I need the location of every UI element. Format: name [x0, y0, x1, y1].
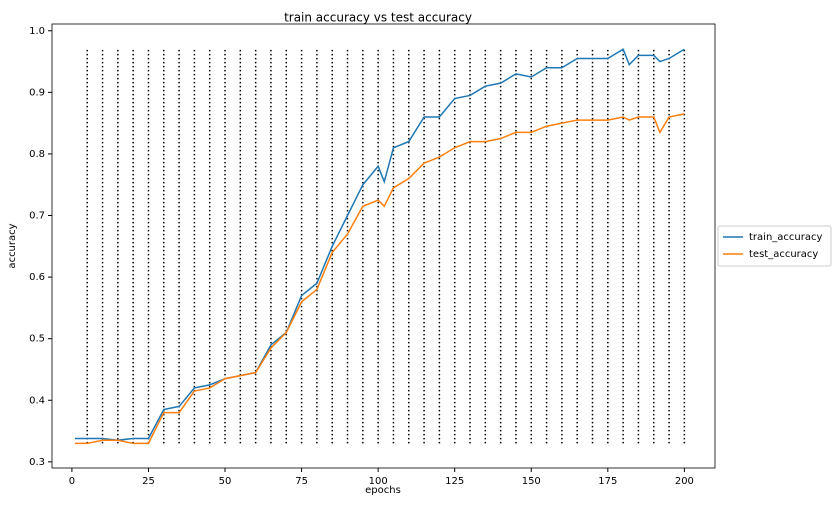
x-tick-label: 125	[445, 476, 464, 487]
y-tick-label: 1.0	[29, 26, 45, 37]
x-tick-label: 100	[369, 476, 388, 487]
x-tick-label: 150	[522, 476, 541, 487]
y-tick-label: 0.7	[29, 211, 45, 222]
legend-label: train_accuracy	[749, 232, 822, 243]
x-tick-label: 200	[675, 476, 694, 487]
y-tick-label: 0.9	[29, 87, 45, 98]
y-tick-label: 0.3	[29, 457, 45, 468]
y-axis-label: accuracy	[7, 223, 18, 268]
legend-box	[717, 225, 832, 267]
y-tick-label: 0.4	[29, 395, 45, 406]
x-tick-label: 25	[142, 476, 155, 487]
legend-label: test_accuracy	[749, 249, 818, 260]
x-tick-label: 50	[219, 476, 232, 487]
plot-frame	[51, 23, 716, 469]
x-axis-label: epochs	[365, 485, 401, 496]
chart-title: train accuracy vs test accuracy	[284, 11, 472, 25]
y-tick-label: 0.5	[29, 334, 45, 345]
x-tick-label: 0	[69, 476, 75, 487]
line-series	[74, 48, 685, 442]
line-series	[74, 113, 685, 445]
y-tick-label: 0.8	[29, 149, 45, 160]
x-tick-label: 175	[598, 476, 617, 487]
x-tick-label: 75	[295, 476, 308, 487]
y-tick-label: 0.6	[29, 272, 45, 283]
